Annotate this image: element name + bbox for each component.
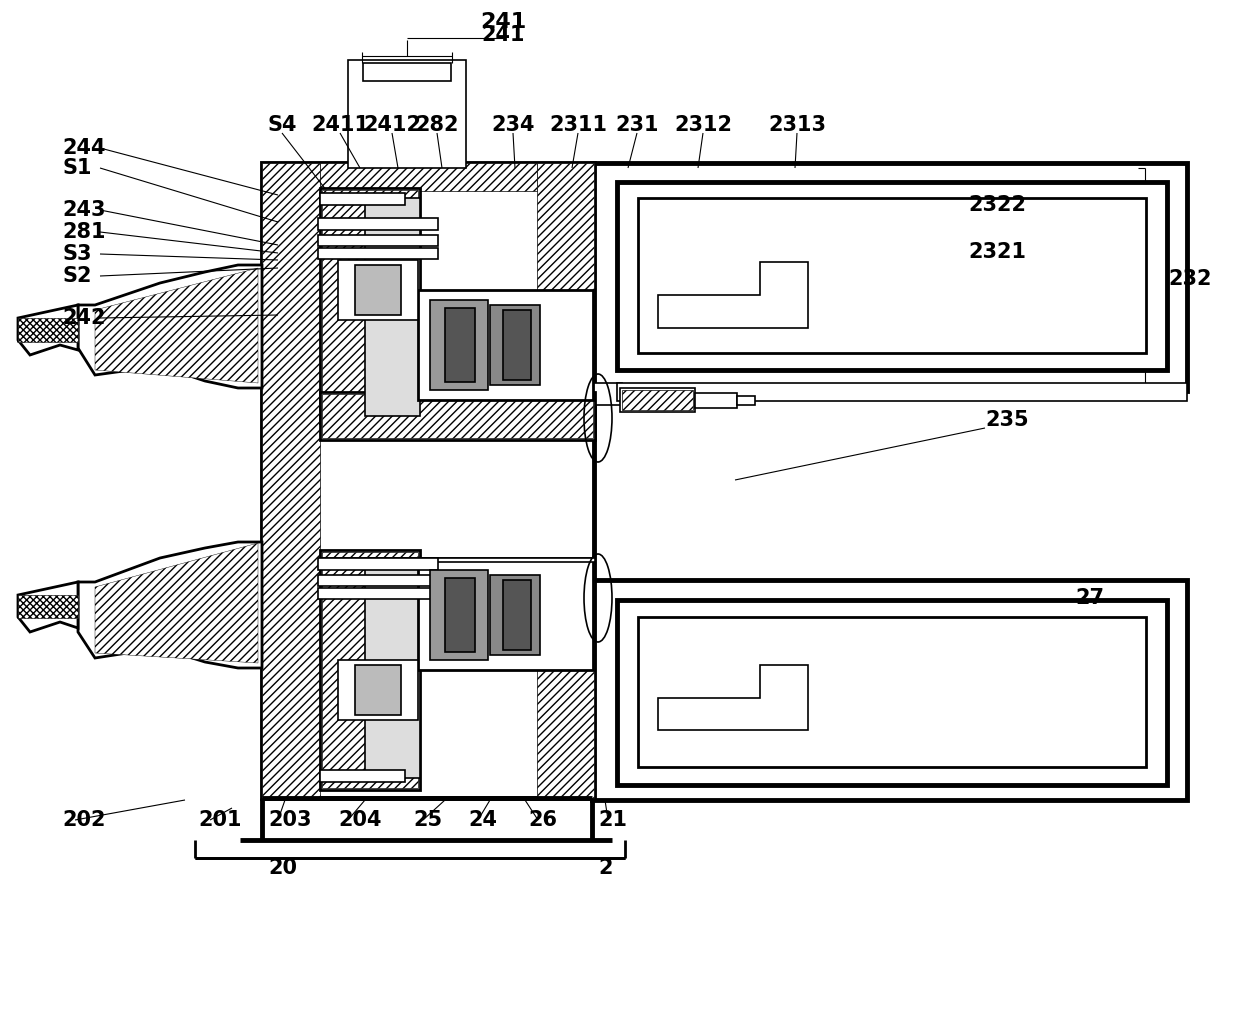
Bar <box>620 388 694 412</box>
Bar <box>418 560 593 670</box>
Text: 282: 282 <box>415 115 459 135</box>
Text: 2321: 2321 <box>968 242 1025 262</box>
Text: 20: 20 <box>268 858 298 878</box>
Bar <box>320 550 420 790</box>
Text: 2412: 2412 <box>363 115 422 135</box>
Bar <box>320 392 595 440</box>
Bar <box>320 188 420 423</box>
Bar <box>339 660 418 720</box>
Bar <box>365 198 420 415</box>
Text: 2: 2 <box>598 858 613 878</box>
Bar <box>19 595 78 618</box>
Text: 241: 241 <box>481 25 525 45</box>
Bar <box>262 163 594 798</box>
Bar <box>503 580 531 650</box>
Bar <box>639 617 1146 767</box>
Text: S1: S1 <box>62 158 92 178</box>
Bar <box>445 308 475 383</box>
Bar <box>639 198 1146 353</box>
Text: 2313: 2313 <box>768 115 826 135</box>
Bar <box>445 578 475 652</box>
Bar <box>317 558 438 570</box>
Text: 2322: 2322 <box>968 195 1025 215</box>
Bar <box>694 393 737 408</box>
Bar <box>618 182 1167 370</box>
Text: S3: S3 <box>62 244 92 264</box>
Polygon shape <box>95 543 258 663</box>
Bar <box>317 588 438 599</box>
Text: 21: 21 <box>598 810 627 830</box>
Bar <box>363 63 451 81</box>
Bar <box>320 558 595 562</box>
Bar <box>355 265 401 315</box>
Text: 201: 201 <box>198 810 242 830</box>
Bar <box>262 163 320 798</box>
Bar <box>19 318 78 342</box>
Bar <box>430 300 489 390</box>
Text: 2312: 2312 <box>675 115 732 135</box>
Bar <box>591 580 1187 800</box>
Bar <box>320 193 405 205</box>
Bar <box>339 260 418 320</box>
Bar <box>348 60 466 168</box>
Bar <box>618 383 1187 401</box>
Text: S4: S4 <box>268 115 296 135</box>
Bar <box>365 558 420 778</box>
Bar <box>618 600 1167 785</box>
Text: 203: 203 <box>268 810 311 830</box>
Text: 241: 241 <box>480 12 526 32</box>
Bar <box>320 163 537 191</box>
Bar <box>503 310 531 380</box>
Polygon shape <box>78 542 262 668</box>
Bar <box>320 770 405 781</box>
Bar <box>430 570 489 660</box>
Polygon shape <box>19 305 78 355</box>
Text: 26: 26 <box>528 810 557 830</box>
Bar <box>591 383 622 405</box>
Text: 242: 242 <box>62 308 105 328</box>
Bar <box>322 394 593 438</box>
Bar <box>317 218 438 230</box>
Polygon shape <box>95 268 258 383</box>
Polygon shape <box>658 262 808 328</box>
Text: 235: 235 <box>985 410 1029 430</box>
Text: 2411: 2411 <box>311 115 370 135</box>
Text: 27: 27 <box>1075 588 1104 608</box>
Text: 25: 25 <box>413 810 443 830</box>
Text: 244: 244 <box>62 138 105 158</box>
Bar <box>537 560 594 798</box>
Bar <box>591 163 1187 391</box>
Bar <box>490 575 539 655</box>
Text: 231: 231 <box>615 115 658 135</box>
Text: S2: S2 <box>62 266 92 286</box>
Bar <box>537 163 594 393</box>
Bar <box>355 665 401 716</box>
Bar <box>737 396 755 405</box>
Text: 2311: 2311 <box>549 115 608 135</box>
Text: 234: 234 <box>491 115 534 135</box>
Bar <box>317 235 438 246</box>
Text: 204: 204 <box>339 810 382 830</box>
Text: 24: 24 <box>467 810 497 830</box>
Text: 243: 243 <box>62 200 105 220</box>
Bar <box>317 248 438 259</box>
Bar <box>490 305 539 385</box>
Bar <box>322 552 418 788</box>
Bar <box>622 390 693 410</box>
Polygon shape <box>658 665 808 730</box>
Polygon shape <box>78 265 262 388</box>
Bar <box>317 575 438 586</box>
Polygon shape <box>19 583 78 632</box>
Text: 232: 232 <box>1168 269 1211 289</box>
Text: 202: 202 <box>62 810 105 830</box>
Bar <box>418 290 593 400</box>
Bar <box>322 190 418 421</box>
Text: 281: 281 <box>62 222 105 242</box>
